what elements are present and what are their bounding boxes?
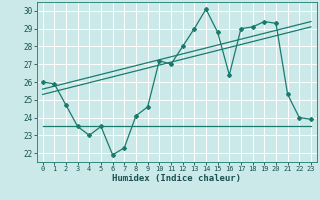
X-axis label: Humidex (Indice chaleur): Humidex (Indice chaleur): [112, 174, 241, 183]
